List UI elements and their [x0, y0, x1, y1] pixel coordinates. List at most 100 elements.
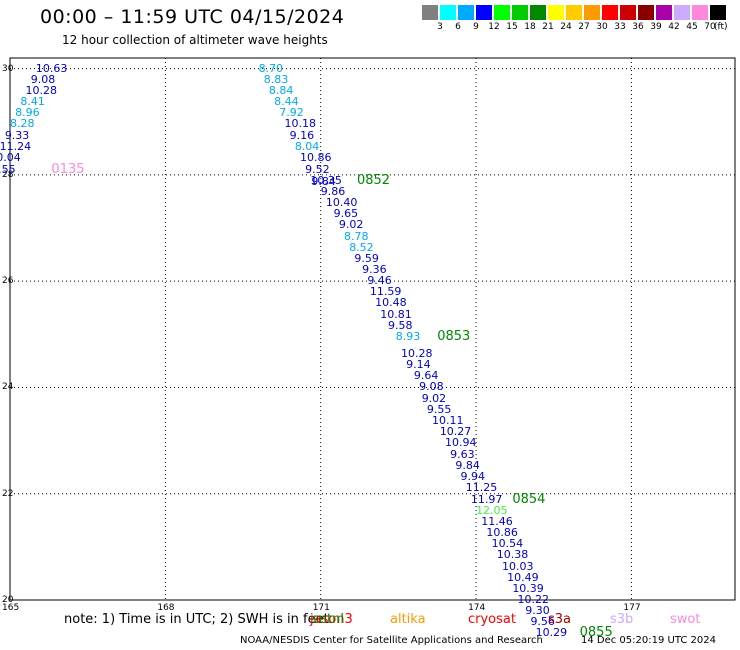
wave-height-label: 8.78 — [344, 229, 369, 243]
wave-height-label: 8.96 — [15, 106, 40, 120]
legend-swatch — [440, 5, 456, 20]
pass-time-label: 0855 — [579, 625, 613, 641]
wave-height-label: 9.14 — [406, 358, 431, 372]
lon-tick-label: 177 — [623, 603, 641, 613]
legend-unit: (ft) — [714, 22, 728, 32]
satellite-label: s3a — [548, 612, 572, 627]
wave-height-label: 9.08 — [419, 380, 444, 394]
map-border — [9, 57, 736, 601]
wave-height-label: 10.94 — [445, 436, 477, 450]
pass-time-label: 0852 — [356, 172, 391, 188]
wave-height-label: 10.29 — [535, 626, 568, 640]
page-title: 00:00 – 11:59 UTC 04/15/2024 — [40, 6, 345, 28]
wave-height-label: 9.94 — [460, 470, 486, 484]
wave-height-label: 8.83 — [263, 72, 289, 86]
wave-height-label: 10.63 — [35, 61, 68, 75]
satellite-label: swot — [670, 612, 701, 627]
wave-height-label: 9.86 — [320, 184, 346, 198]
wave-height-label: 10.22 — [517, 593, 550, 606]
wave-height-label: 7.92 — [279, 106, 304, 120]
satellite-label: sntnl — [312, 612, 344, 627]
wave-height-label: 8.84 — [268, 83, 294, 97]
legend-value: 30 — [596, 22, 608, 32]
wave-height-label: 10.04 — [0, 151, 21, 165]
wave-height-label: 9.84 — [455, 459, 480, 473]
wave-height-label: 10.35 — [310, 173, 342, 187]
wave-height-label: 9.08 — [30, 72, 56, 86]
wave-height-label: 8.52 — [349, 240, 374, 254]
legend-value: 36 — [632, 22, 644, 32]
lon-tick-label: 165 — [2, 603, 20, 613]
wave-height-label: 9.46 — [367, 274, 392, 288]
page-subtitle: 12 hour collection of altimeter wave hei… — [62, 33, 328, 47]
legend-swatch — [512, 5, 528, 20]
wave-height-label: 10.55 — [0, 162, 16, 176]
wave-height-label: 9.55 — [426, 402, 452, 416]
wave-height-label: 10.18 — [284, 117, 316, 131]
legend-swatch — [476, 5, 492, 20]
footer-credit: NOAA/NESDIS Center for Satellite Applica… — [240, 635, 543, 646]
legend-swatch — [692, 5, 708, 20]
wave-height-label: 9.64 — [413, 369, 439, 383]
legend-swatch — [584, 5, 600, 20]
lat-tick-label: 22 — [2, 488, 14, 499]
wave-height-label: 8.28 — [10, 117, 35, 131]
satellite-label: jason3 — [310, 612, 353, 627]
wave-height-label: 9.02 — [338, 218, 364, 232]
wave-height-label: 9.65 — [333, 207, 359, 221]
wave-height-label: 9.30 — [525, 604, 550, 618]
wave-height-label: 12.05 — [476, 503, 508, 517]
lat-tick-label: 30 — [2, 63, 14, 74]
wave-height-label: 10.38 — [496, 548, 529, 562]
legend-value: 15 — [506, 22, 518, 32]
wave-height-label: 9.36 — [362, 263, 387, 277]
satellite-label: s3b — [610, 612, 634, 627]
legend-value: 33 — [614, 22, 626, 32]
wave-height-label: 11.46 — [481, 514, 513, 528]
footer-timestamp: 14 Dec 05:20:19 UTC 2024 — [581, 635, 716, 646]
lon-tick-label: 168 — [157, 603, 175, 613]
wave-height-label: 9.84 — [311, 174, 336, 188]
legend-value: 9 — [473, 22, 479, 32]
legend-value: 24 — [560, 22, 572, 32]
wave-height-label: 10.28 — [25, 83, 58, 97]
legend-swatch — [620, 5, 636, 20]
wave-height-label: 10.48 — [375, 296, 407, 310]
wave-height-label: 9.52 — [305, 162, 330, 176]
wave-height-label: 10.86 — [300, 151, 332, 165]
wave-height-label: 8.04 — [294, 140, 320, 154]
wave-height-label: 10.54 — [491, 537, 524, 551]
wave-height-label: 11.97 — [470, 492, 503, 506]
note-text: note: 1) Time is in UTC; 2) SWH is in fe… — [64, 612, 329, 627]
satellite-label: cryosat — [468, 612, 516, 627]
wave-height-label: 9.02 — [421, 391, 447, 405]
legend-swatch — [710, 5, 726, 20]
wave-height-label: 8.41 — [20, 95, 45, 109]
legend-swatch — [458, 5, 474, 20]
legend-swatch — [674, 5, 690, 20]
lat-tick-label: 20 — [2, 595, 14, 605]
wave-height-label: 11.59 — [369, 285, 402, 299]
wave-height-label: 10.03 — [501, 559, 534, 573]
legend-value: 6 — [455, 22, 461, 32]
legend-value: 27 — [578, 22, 590, 32]
wave-height-label: 10.86 — [486, 526, 518, 540]
lat-tick-label: 26 — [2, 276, 14, 287]
wave-height-label: 10.49 — [507, 570, 539, 584]
wave-height-label: 10.28 — [400, 346, 433, 360]
wave-height-label: 9.16 — [289, 129, 315, 143]
legend-value: 18 — [524, 22, 536, 32]
wave-height-label: 10.40 — [325, 196, 358, 210]
wave-height-label: 9.63 — [450, 447, 475, 461]
lon-tick-label: 171 — [312, 603, 330, 613]
legend-value: 3 — [437, 22, 443, 32]
wave-height-label: 9.58 — [388, 318, 413, 332]
wave-height-label: 9.33 — [4, 129, 30, 143]
satellite-label: altika — [390, 612, 426, 627]
wave-height-label: 11.25 — [465, 481, 498, 495]
legend-swatch — [602, 5, 618, 20]
wave-height-label: 8.70 — [258, 61, 284, 75]
pass-time-label: 0853 — [437, 328, 471, 344]
legend-value: 42 — [668, 22, 680, 32]
